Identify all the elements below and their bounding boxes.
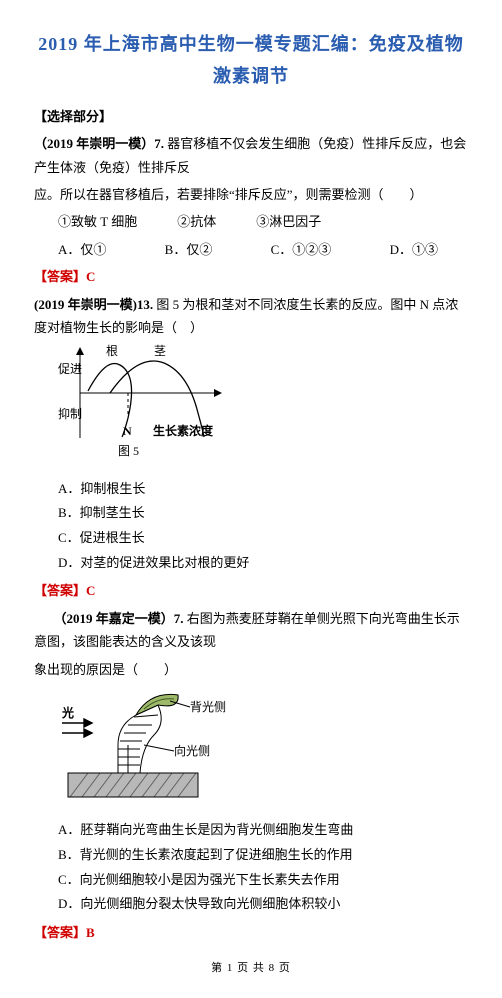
- q2-root-label: 根: [106, 344, 118, 358]
- q2-answer-value: C: [86, 583, 95, 598]
- q3-light-label: 光: [61, 705, 74, 720]
- q2-caption: 图 5: [118, 444, 139, 458]
- q1-subchoices: ①致敏 T 细胞 ②抗体 ③淋巴因子: [58, 210, 468, 233]
- q2-optB: B．抑制茎生长: [58, 501, 468, 526]
- q2-answer-label: 【答案】: [34, 583, 86, 598]
- q3-optD: D．向光侧细胞分裂太快导致向光侧细胞体积较小: [58, 892, 468, 917]
- q2-chart-svg: 根 茎 促进 抑制 N 生长素浓度 图 5: [58, 343, 228, 463]
- q2-optC: C．促进根生长: [58, 526, 468, 551]
- q2-line1: (2019 年崇明一模)13. 图 5 为根和茎对不同浓度生长素的反应。图中 N…: [34, 293, 468, 340]
- q3-optC: C．向光侧细胞较小是因为强光下生长素失去作用: [58, 868, 468, 893]
- q1-c1: ①致敏 T 细胞: [58, 210, 137, 233]
- q2-optA: A．抑制根生长: [58, 477, 468, 502]
- q3-line1: （2019 年嘉定一模）7. 右图为燕麦胚芽鞘在单侧光照下向光弯曲生长示意图，该…: [34, 607, 468, 654]
- q3-optA: A．胚芽鞘向光弯曲生长是因为背光侧细胞发生弯曲: [58, 818, 468, 843]
- q1-answer-label: 【答案】: [34, 269, 86, 284]
- q2-ylab-down: 抑制: [58, 406, 82, 421]
- q2-figure: 根 茎 促进 抑制 N 生长素浓度 图 5: [58, 343, 468, 470]
- q2-answer: 【答案】C: [34, 579, 468, 602]
- q3-back-label: 背光侧: [190, 700, 226, 714]
- q3-source: （2019 年嘉定一模）7.: [54, 611, 184, 626]
- q2-n-label: N: [123, 424, 132, 438]
- q1-optC: C．①②③: [271, 238, 332, 261]
- q3-diagram-svg: 光 背光侧 向光侧: [58, 685, 228, 805]
- q2-options: A．抑制根生长 B．抑制茎生长 C．促进根生长 D．对茎的促进效果比对根的更好: [58, 477, 468, 576]
- q1-source: （2019 年崇明一模）7.: [34, 136, 164, 151]
- q1-line2: 应。所以在器官移植后，若要排除“排斥反应”，则需要检测（ ）: [34, 183, 468, 206]
- q1-optB: B．仅②: [165, 238, 213, 261]
- q1-c2: ②抗体: [177, 210, 216, 233]
- page-footer: 第 1 页 共 8 页: [34, 959, 468, 979]
- q3-answer-value: B: [86, 925, 95, 940]
- q1-options: A．仅① B．仅② C．①②③ D．①③: [58, 238, 438, 261]
- q3-options: A．胚芽鞘向光弯曲生长是因为背光侧细胞发生弯曲 B．背光侧的生长素浓度起到了促进…: [58, 818, 468, 917]
- q1-optD: D．①③: [390, 238, 438, 261]
- q1-line1: （2019 年崇明一模）7. 器官移植不仅会发生细胞（免疫）性排斥反应，也会产生…: [34, 132, 468, 179]
- q3-answer-label: 【答案】: [34, 925, 86, 940]
- q2-source: (2019 年崇明一模)13.: [34, 297, 153, 312]
- q1-c3: ③淋巴因子: [256, 210, 321, 233]
- q2-xlabel: 生长素浓度: [153, 423, 214, 438]
- q1-answer-value: C: [86, 269, 95, 284]
- q3-answer: 【答案】B: [34, 921, 468, 944]
- q3-line2: 象出现的原因是（ ）: [34, 658, 468, 681]
- q3-toward-label: 向光侧: [174, 743, 210, 758]
- section-label: 【选择部分】: [34, 105, 468, 128]
- q3-figure: 光 背光侧 向光侧: [58, 685, 468, 812]
- page-title: 2019 年上海市高中生物一模专题汇编：免疫及植物激素调节: [34, 28, 468, 93]
- q2-ylab-up: 促进: [58, 362, 82, 376]
- q1-answer: 【答案】C: [34, 265, 468, 288]
- q2-stem-label: 茎: [154, 344, 166, 358]
- q2-optD: D．对茎的促进效果比对根的更好: [58, 551, 468, 576]
- q3-optB: B．背光侧的生长素浓度起到了促进细胞生长的作用: [58, 843, 468, 868]
- q1-optA: A．仅①: [58, 238, 106, 261]
